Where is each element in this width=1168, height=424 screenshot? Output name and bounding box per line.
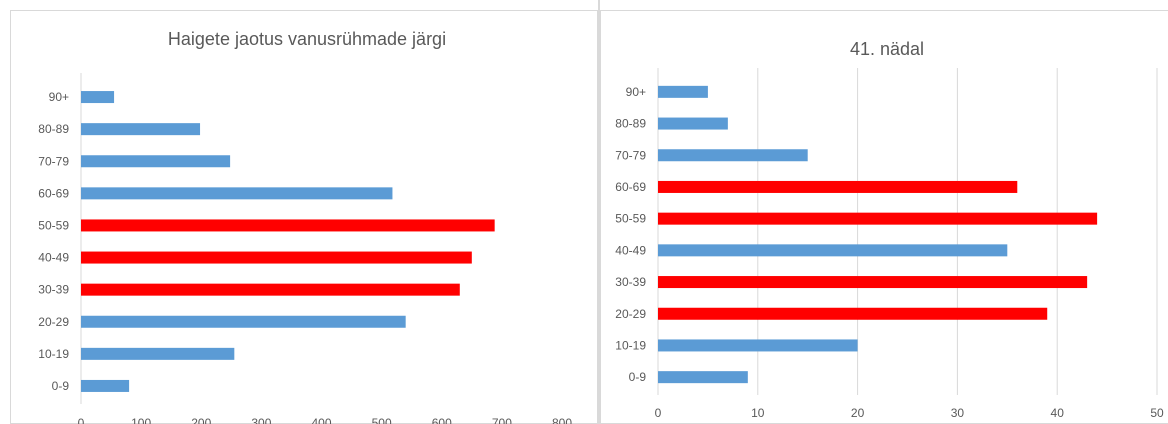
y-tick-label: 10-19 [38, 347, 69, 361]
y-tick-label: 80-89 [615, 117, 646, 131]
x-tick-label: 400 [311, 416, 331, 424]
x-tick-label: 50 [1150, 406, 1164, 420]
bar-70-79 [658, 149, 808, 162]
x-tick-label: 300 [251, 416, 271, 424]
x-tick-label: 200 [191, 416, 211, 424]
y-tick-label: 20-29 [38, 315, 69, 329]
x-tick-label: 10 [751, 406, 765, 420]
x-tick-label: 500 [372, 416, 392, 424]
bar-80-89 [81, 123, 201, 136]
bar-90+ [81, 91, 115, 104]
y-tick-label: 70-79 [38, 154, 69, 168]
bar-60-69 [658, 180, 1018, 193]
left-chart-panel: Haigete jaotus vanusrühmade järgi 0-9 10-… [10, 10, 598, 424]
bar-0-9 [81, 379, 130, 392]
y-tick-label: 40-49 [615, 243, 646, 257]
y-tick-label: 60-69 [38, 186, 69, 200]
bar-20-29 [658, 307, 1048, 320]
y-tick-label: 20-29 [615, 307, 646, 321]
x-tick-label: 20 [851, 406, 865, 420]
bar-40-49 [658, 244, 1008, 257]
bar-80-89 [658, 117, 728, 130]
bar-0-9 [658, 371, 748, 384]
y-tick-label: 90+ [626, 85, 646, 99]
bar-50-59 [81, 219, 495, 232]
bar-10-19 [658, 339, 858, 352]
y-tick-label: 30-39 [615, 275, 646, 289]
x-tick-label: 40 [1051, 406, 1065, 420]
bar-60-69 [81, 187, 393, 200]
x-tick-label: 0 [655, 406, 662, 420]
chart-title: 41. nädal [850, 39, 924, 59]
y-tick-label: 10-19 [615, 338, 646, 352]
x-tick-label: 700 [492, 416, 512, 424]
x-tick-label: 800 [552, 416, 572, 424]
bar-10-19 [81, 347, 235, 360]
bar-20-29 [81, 315, 406, 328]
right-chart-panel: 41. nädal 0-9 10-19 20-29 30-39 40-49 50-59 60… [600, 10, 1168, 424]
y-tick-label: 80-89 [38, 122, 69, 136]
week-41-chart: 41. nädal 0-9 10-19 20-29 30-39 40-49 50-59 60… [615, 39, 1164, 420]
y-tick-label: 90+ [49, 90, 69, 104]
age-distribution-chart: Haigete jaotus vanusrühmade järgi 0-9 10-… [38, 29, 572, 424]
x-tick-label: 600 [432, 416, 452, 424]
bar-50-59 [658, 212, 1098, 225]
y-tick-label: 30-39 [38, 283, 69, 297]
y-tick-label: 70-79 [615, 148, 646, 162]
y-tick-label: 50-59 [615, 212, 646, 226]
x-tick-label: 100 [131, 416, 151, 424]
panel-divider [598, 0, 600, 424]
y-tick-label: 60-69 [615, 180, 646, 194]
chart-title: Haigete jaotus vanusrühmade järgi [168, 29, 446, 49]
bar-70-79 [81, 155, 231, 168]
bar-30-39 [81, 283, 460, 296]
bar-40-49 [81, 251, 472, 264]
y-tick-label: 50-59 [38, 218, 69, 232]
x-tick-label: 0 [78, 416, 85, 424]
bar-90+ [658, 85, 708, 98]
y-tick-label: 40-49 [38, 251, 69, 265]
bar-30-39 [658, 276, 1088, 289]
y-tick-label: 0-9 [52, 379, 70, 393]
y-tick-label: 0-9 [629, 370, 647, 384]
x-tick-label: 30 [951, 406, 965, 420]
